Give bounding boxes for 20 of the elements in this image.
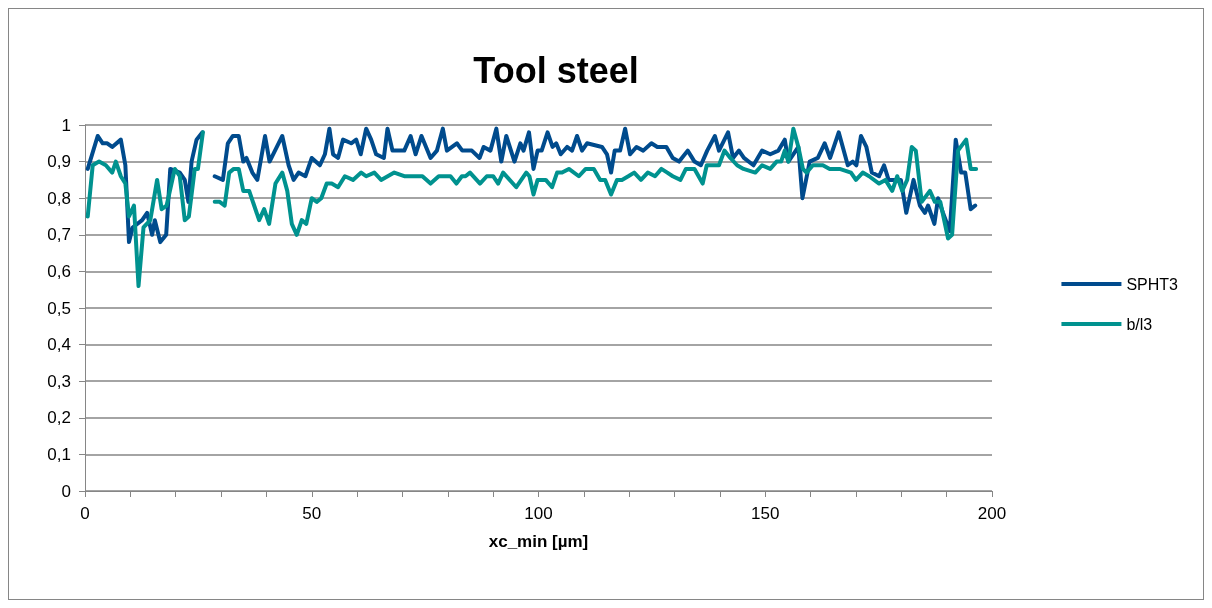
- x-tick-label: 50: [302, 504, 322, 523]
- y-tick-label: 0,1: [47, 444, 71, 464]
- y-tick-label: 0: [61, 481, 71, 501]
- legend-label: SPHT3: [1126, 275, 1179, 293]
- chart-title: Tool steel: [473, 49, 639, 91]
- x-tick-label: 0: [80, 504, 90, 523]
- x-tick-label: 150: [751, 504, 780, 523]
- y-tick-label: 0,3: [47, 371, 71, 391]
- x-tick-label: 200: [977, 504, 1007, 523]
- x-tick-label: 100: [524, 504, 553, 523]
- x-axis-title: xc_min [µm]: [488, 532, 589, 551]
- y-tick-label: 0,6: [47, 261, 71, 281]
- y-tick-label: 0,7: [47, 225, 71, 245]
- y-tick-label: 0,8: [47, 188, 71, 208]
- y-tick-label: 0,5: [47, 298, 71, 318]
- legend-label: b/l3: [1126, 315, 1153, 333]
- y-tick-label: 0,9: [47, 152, 71, 172]
- y-tick-label: 0,4: [47, 335, 71, 355]
- y-tick-label: 0,2: [47, 408, 71, 428]
- y-tick-label: 1: [61, 115, 71, 135]
